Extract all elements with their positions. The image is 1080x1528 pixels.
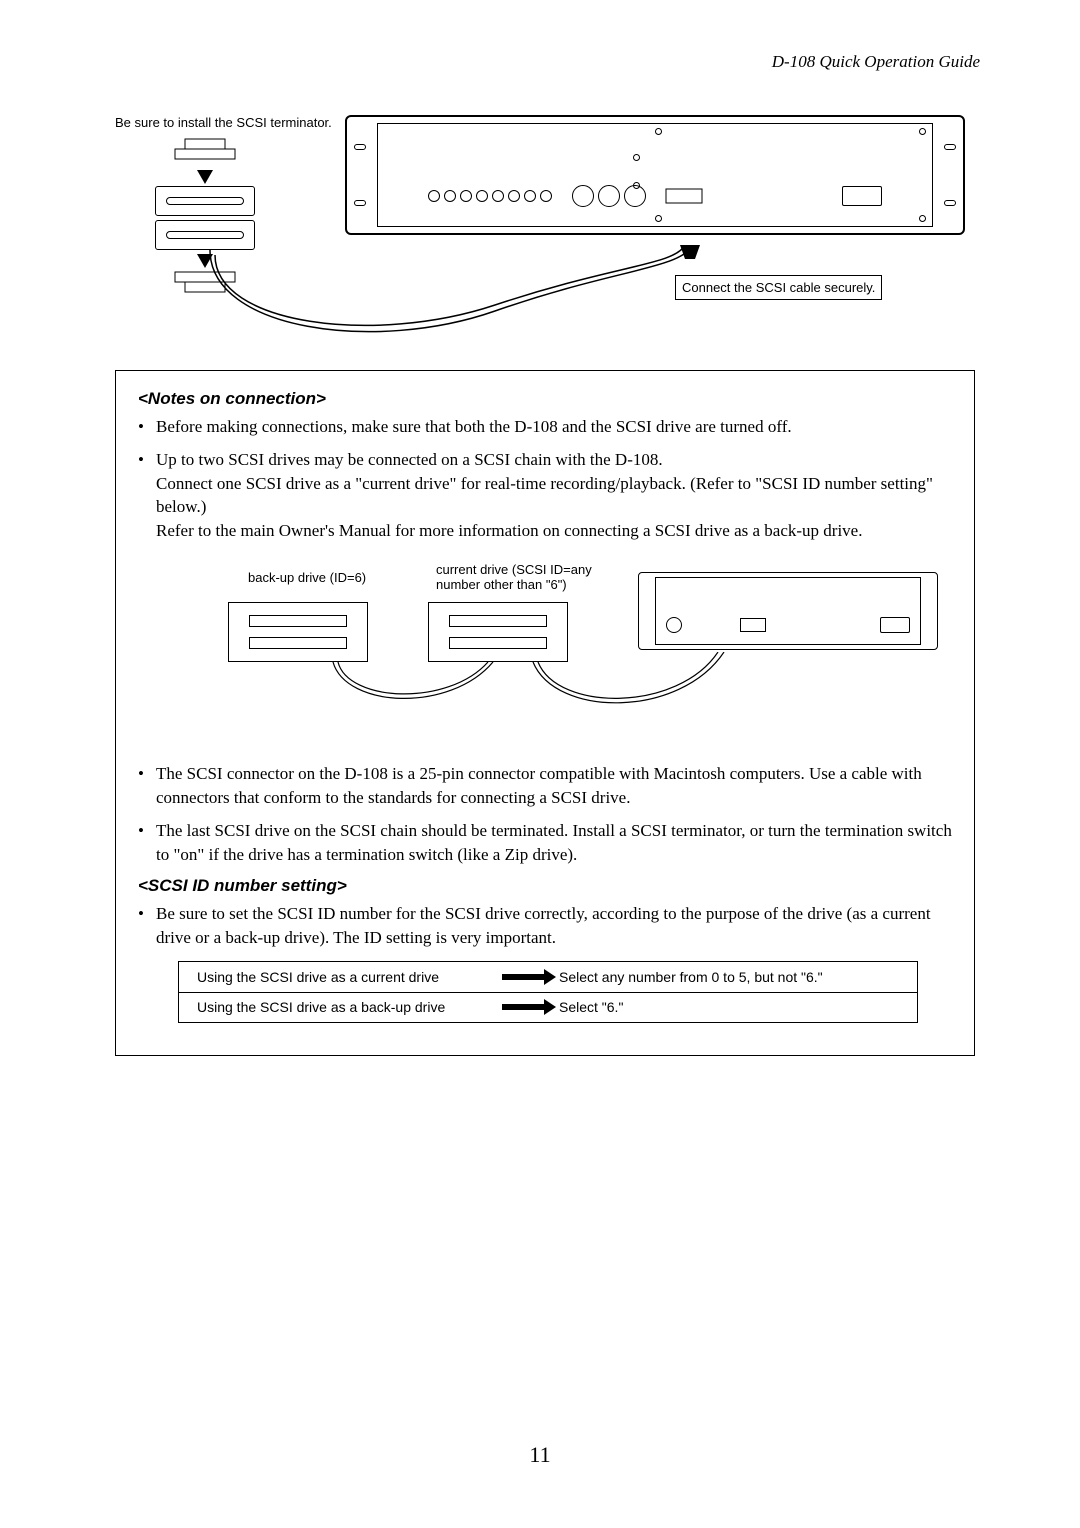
chain-cables-icon bbox=[238, 652, 798, 732]
table-cell-right: Select "6." bbox=[559, 999, 917, 1015]
arrow-down-icon bbox=[197, 170, 213, 184]
arrow-cell bbox=[489, 974, 559, 980]
midi-port-icon bbox=[624, 185, 646, 207]
cable-label: Connect the SCSI cable securely. bbox=[675, 275, 882, 300]
arrow-cell bbox=[489, 1004, 559, 1010]
bullet-text: The SCSI connector on the D-108 is a 25-… bbox=[156, 762, 952, 809]
notes-bullets-after: The SCSI connector on the D-108 is a 25-… bbox=[138, 762, 952, 866]
bullet-text: Refer to the main Owner's Manual for mor… bbox=[156, 519, 952, 542]
bullet-item: The last SCSI drive on the SCSI chain sh… bbox=[138, 819, 952, 866]
rear-ports bbox=[428, 178, 882, 214]
table-cell-left: Using the SCSI drive as a current drive bbox=[179, 969, 489, 985]
page-number: 11 bbox=[0, 1442, 1080, 1468]
scsi-connection-diagram: Be sure to install the SCSI terminator. bbox=[115, 115, 975, 355]
midi-port-icon bbox=[572, 185, 594, 207]
table-row: Using the SCSI drive as a back-up drive … bbox=[179, 992, 917, 1022]
notes-bullets-top: Before making connections, make sure tha… bbox=[138, 415, 952, 542]
d108-mini-panel bbox=[638, 572, 938, 650]
terminator-top-icon bbox=[155, 137, 255, 163]
current-drive-label: current drive (SCSI ID=any number other … bbox=[436, 562, 606, 592]
scsi-chain-diagram: back-up drive (ID=6) current drive (SCSI… bbox=[198, 562, 952, 742]
header-title: D-108 Quick Operation Guide bbox=[772, 52, 980, 72]
bullet-text: Up to two SCSI drives may be connected o… bbox=[156, 448, 952, 471]
scsi-cable-icon bbox=[195, 245, 715, 345]
table-row: Using the SCSI drive as a current drive … bbox=[179, 962, 917, 992]
notes-heading: <Notes on connection> bbox=[138, 389, 952, 409]
bullet-text: Connect one SCSI drive as a "current dri… bbox=[156, 472, 952, 519]
table-cell-right: Select any number from 0 to 5, but not "… bbox=[559, 969, 917, 985]
notes-box: <Notes on connection> Before making conn… bbox=[115, 370, 975, 1056]
backup-drive-label: back-up drive (ID=6) bbox=[248, 570, 366, 585]
bullet-item: Up to two SCSI drives may be connected o… bbox=[138, 448, 952, 542]
bullet-item: The SCSI connector on the D-108 is a 25-… bbox=[138, 762, 952, 809]
scsi-connector-box bbox=[155, 186, 255, 216]
midi-port-icon bbox=[598, 185, 620, 207]
arrow-right-icon bbox=[502, 974, 546, 980]
scsi-id-bullets: Be sure to set the SCSI ID number for th… bbox=[138, 902, 952, 949]
panel-inner bbox=[377, 123, 933, 227]
bullet-item: Before making connections, make sure tha… bbox=[138, 415, 952, 438]
table-cell-left: Using the SCSI drive as a back-up drive bbox=[179, 999, 489, 1015]
bullet-text: Before making connections, make sure tha… bbox=[156, 415, 952, 438]
scsi-id-table: Using the SCSI drive as a current drive … bbox=[178, 961, 918, 1023]
d108-rear-panel bbox=[345, 115, 965, 235]
bullet-text: The last SCSI drive on the SCSI chain sh… bbox=[156, 819, 952, 866]
scsi-id-heading: <SCSI ID number setting> bbox=[138, 876, 952, 896]
scsi-port-icon bbox=[664, 181, 704, 211]
arrow-right-icon bbox=[502, 1004, 546, 1010]
bullet-text: Be sure to set the SCSI ID number for th… bbox=[156, 902, 952, 949]
terminator-label: Be sure to install the SCSI terminator. bbox=[115, 115, 332, 130]
bullet-item: Be sure to set the SCSI ID number for th… bbox=[138, 902, 952, 949]
power-socket-icon bbox=[842, 186, 882, 206]
